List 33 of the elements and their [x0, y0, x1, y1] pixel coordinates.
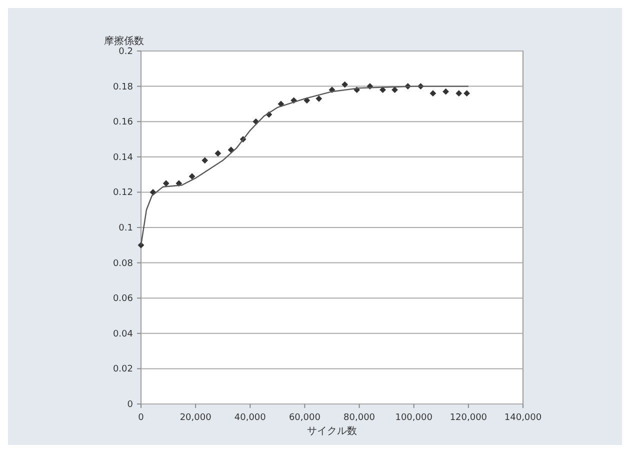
- x-tick-label: 120,000: [450, 413, 488, 423]
- x-tick-label: 100,000: [395, 413, 433, 423]
- x-tick-label: 40,000: [234, 413, 266, 423]
- point: [430, 90, 436, 97]
- y-tick-label: 0.1: [118, 224, 133, 234]
- y-tick-label: 0.06: [112, 294, 134, 304]
- point: [442, 88, 449, 95]
- x-tick-label: 140,000: [504, 413, 542, 423]
- point: [392, 86, 398, 94]
- x-axis-title: サイクル数: [307, 426, 357, 437]
- point: [456, 90, 462, 97]
- y-tick-label: 0.16: [112, 118, 134, 128]
- y-tick-label: 0.12: [112, 188, 133, 198]
- point: [162, 180, 170, 187]
- y-tick-label: 0.2: [118, 47, 133, 57]
- x-tick-label: 20,000: [180, 413, 212, 423]
- point: [464, 90, 470, 97]
- x-tick-label: 0: [138, 413, 144, 423]
- point: [202, 157, 208, 164]
- point: [278, 100, 284, 108]
- y-tick-label: 0.02: [112, 364, 133, 375]
- point: [342, 81, 348, 88]
- y-tick-label: 0.04: [112, 329, 134, 340]
- x-tick-label: 60,000: [288, 413, 321, 423]
- point: [316, 95, 322, 102]
- y-tick-label: 0: [127, 400, 134, 410]
- point: [214, 150, 222, 157]
- point: [188, 173, 196, 180]
- y-tick-label: 0.18: [112, 82, 134, 92]
- x-tick-label: 80,000: [344, 413, 376, 423]
- y-tick-label: 0.14: [112, 152, 134, 163]
- y-axis-title: 摩擦係数: [104, 35, 144, 47]
- y-tick-label: 0.08: [112, 258, 134, 269]
